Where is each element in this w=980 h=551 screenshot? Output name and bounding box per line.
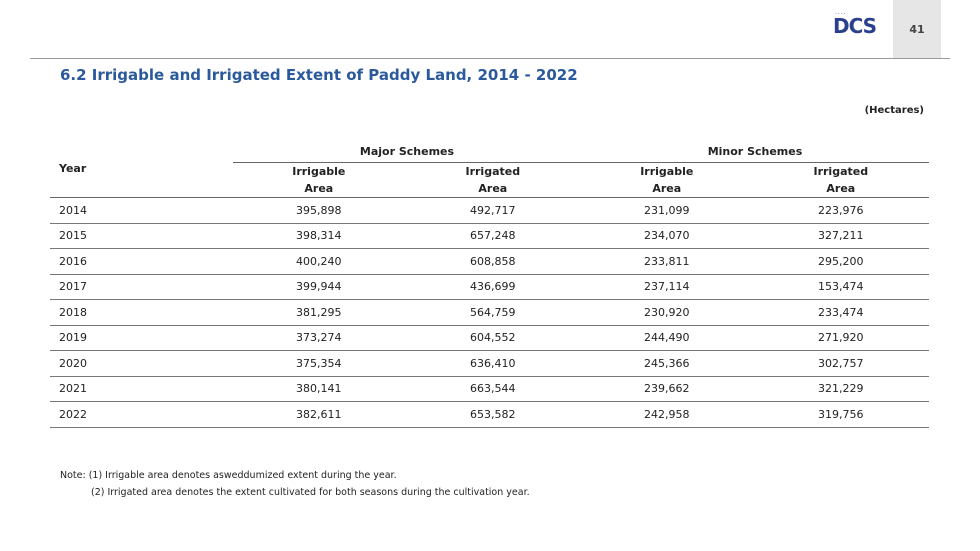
dcs-logo: ···· DCS [833, 11, 879, 39]
minor-irrigated-cell: 327,211 [752, 223, 929, 249]
major-irrigable-header: Irrigable [233, 162, 405, 180]
minor-irrigated-area-header: Area [752, 180, 929, 198]
minor-irrigated-cell: 319,756 [752, 401, 929, 428]
year-cell: 2015 [50, 223, 233, 249]
major-irrigated-cell: 436,699 [404, 274, 581, 300]
major-irrigated-cell: 657,248 [404, 223, 581, 249]
table-subheader-row-1: Irrigable Irrigated Irrigable Irrigated [50, 162, 929, 180]
major-irrigated-cell: 636,410 [404, 350, 581, 377]
major-irrigable-cell: 375,354 [233, 350, 405, 377]
note-2: (2) Irrigated area denotes the extent cu… [91, 487, 530, 498]
minor-irrigated-cell: 302,757 [752, 350, 929, 377]
minor-irrigated-cell: 233,474 [752, 299, 929, 326]
year-cell: 2019 [50, 325, 233, 351]
minor-irrigable-cell: 245,366 [580, 350, 753, 377]
year-cell: 2017 [50, 274, 233, 300]
major-irrigable-cell: 382,611 [233, 401, 405, 428]
table-row: 2019 373,274 604,552 244,490 271,920 [50, 325, 929, 351]
minor-irrigable-cell: 242,958 [580, 401, 753, 428]
major-irrigable-cell: 395,898 [233, 197, 405, 224]
table-row: 2021 380,141 663,544 239,662 321,229 [50, 376, 929, 402]
table-row: 2022 382,611 653,582 242,958 319,756 [50, 401, 929, 428]
major-irrigated-cell: 492,717 [404, 197, 581, 224]
major-irrigable-cell: 373,274 [233, 325, 405, 351]
notes: Note: (1) Irrigable area denotes asweddu… [60, 467, 530, 501]
table-subheader-row-2: Area Area Area Area [50, 180, 929, 198]
table-row: 2017 399,944 436,699 237,114 153,474 [50, 274, 929, 300]
header-divider [30, 58, 950, 59]
major-irrigated-cell: 663,544 [404, 376, 581, 402]
major-irrigated-cell: 564,759 [404, 299, 581, 326]
minor-irrigable-cell: 234,070 [580, 223, 753, 249]
page-title: 6.2 Irrigable and Irrigated Extent of Pa… [60, 66, 578, 84]
major-irrigated-cell: 604,552 [404, 325, 581, 351]
minor-irrigated-cell: 153,474 [752, 274, 929, 300]
major-irrigated-cell: 608,858 [404, 248, 581, 275]
year-cell: 2018 [50, 299, 233, 326]
units-label: (Hectares) [864, 105, 924, 116]
minor-irrigated-cell: 271,920 [752, 325, 929, 351]
minor-irrigable-header: Irrigable [580, 162, 753, 180]
year-cell: 2016 [50, 248, 233, 275]
year-cell: 2020 [50, 350, 233, 377]
year-cell: 2021 [50, 376, 233, 402]
major-irrigable-cell: 398,314 [233, 223, 405, 249]
minor-irrigable-area-header: Area [580, 180, 753, 198]
minor-irrigated-cell: 321,229 [752, 376, 929, 402]
table-row: 2015 398,314 657,248 234,070 327,211 [50, 223, 929, 249]
year-header: Year [50, 140, 233, 198]
minor-irrigable-cell: 230,920 [580, 299, 753, 326]
major-irrigable-cell: 400,240 [233, 248, 405, 275]
major-irrigated-area-header: Area [404, 180, 581, 198]
major-irrigable-cell: 399,944 [233, 274, 405, 300]
logo-text: DCS [833, 14, 877, 38]
paddy-land-table: Year Major Schemes Minor Schemes Irrigab… [50, 140, 929, 428]
table-row: 2018 381,295 564,759 230,920 233,474 [50, 299, 929, 326]
minor-irrigable-cell: 233,811 [580, 248, 753, 275]
major-irrigable-area-header: Area [233, 180, 405, 198]
minor-irrigated-header: Irrigated [752, 162, 929, 180]
minor-irrigable-cell: 237,114 [580, 274, 753, 300]
major-irrigated-cell: 653,582 [404, 401, 581, 428]
major-irrigated-header: Irrigated [404, 162, 581, 180]
year-cell: 2022 [50, 401, 233, 428]
major-schemes-header: Major Schemes [359, 144, 455, 158]
minor-schemes-header: Minor Schemes [707, 144, 803, 158]
major-irrigable-cell: 381,295 [233, 299, 405, 326]
minor-irrigated-cell: 223,976 [752, 197, 929, 224]
page-number: 41 [893, 0, 941, 58]
minor-irrigated-cell: 295,200 [752, 248, 929, 275]
major-irrigable-cell: 380,141 [233, 376, 405, 402]
table-group-header: Year Major Schemes Minor Schemes [50, 140, 929, 198]
table-row: 2016 400,240 608,858 233,811 295,200 [50, 248, 929, 275]
logo-dots: ···· [835, 11, 847, 18]
table-row: 2014 395,898 492,717 231,099 223,976 [50, 197, 929, 224]
minor-irrigable-cell: 244,490 [580, 325, 753, 351]
table-row: 2020 375,354 636,410 245,366 302,757 [50, 350, 929, 377]
year-cell: 2014 [50, 197, 233, 224]
minor-irrigable-cell: 239,662 [580, 376, 753, 402]
note-1: Note: (1) Irrigable area denotes asweddu… [60, 470, 397, 481]
minor-irrigable-cell: 231,099 [580, 197, 753, 224]
